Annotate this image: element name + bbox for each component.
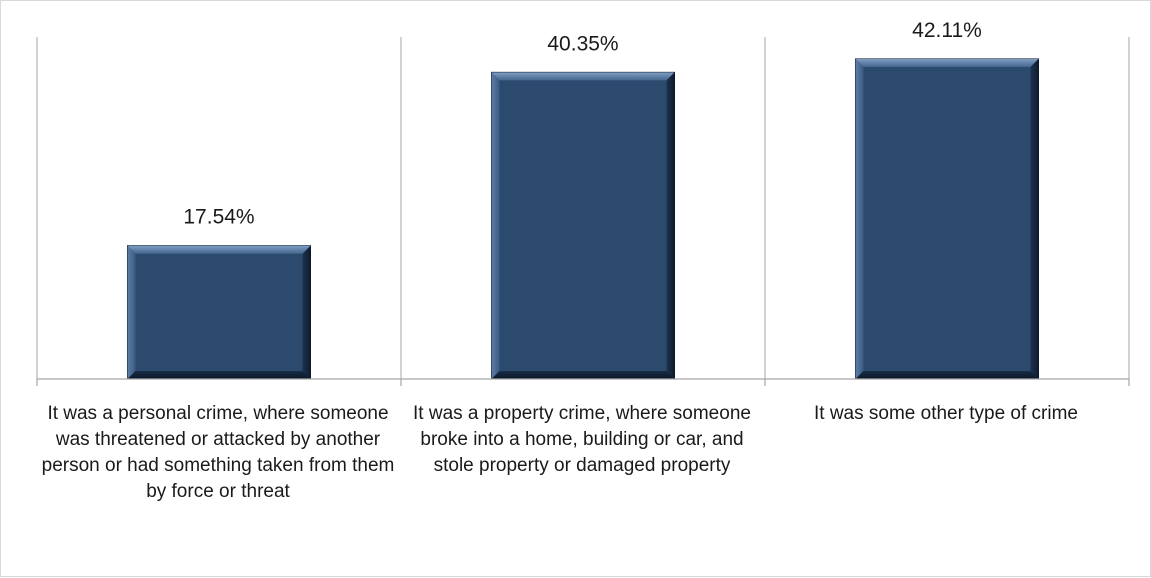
bar-body: [855, 58, 1039, 380]
bar-bevel-right: [1030, 58, 1039, 380]
bar-bevel-left: [855, 58, 864, 380]
bar-bevel-top: [855, 58, 1039, 67]
bar-bevel-right: [302, 245, 311, 379]
bar-bevel-bottom: [855, 371, 1039, 379]
category-label: It was a personal crime, where someone w…: [41, 403, 395, 502]
bar-body: [127, 245, 311, 380]
bar: [127, 245, 311, 380]
category-label: It was some other type of crime: [814, 403, 1078, 424]
bar-bevel-right: [666, 72, 675, 379]
bar: [855, 58, 1039, 380]
bar-bevel-bottom: [491, 371, 675, 379]
bar-bevel-top: [127, 245, 311, 254]
category-label: It was a property crime, where someone b…: [413, 403, 751, 476]
bar-bevel-bottom: [127, 371, 311, 379]
bar-bevel-left: [127, 245, 136, 379]
bar-bevel-left: [491, 72, 500, 379]
bar-bevel-top: [491, 72, 675, 81]
data-label: 17.54%: [183, 206, 254, 229]
bar: [491, 71, 675, 380]
data-label: 42.11%: [912, 19, 982, 42]
data-label: 40.35%: [547, 32, 618, 55]
bar-body: [491, 71, 675, 380]
